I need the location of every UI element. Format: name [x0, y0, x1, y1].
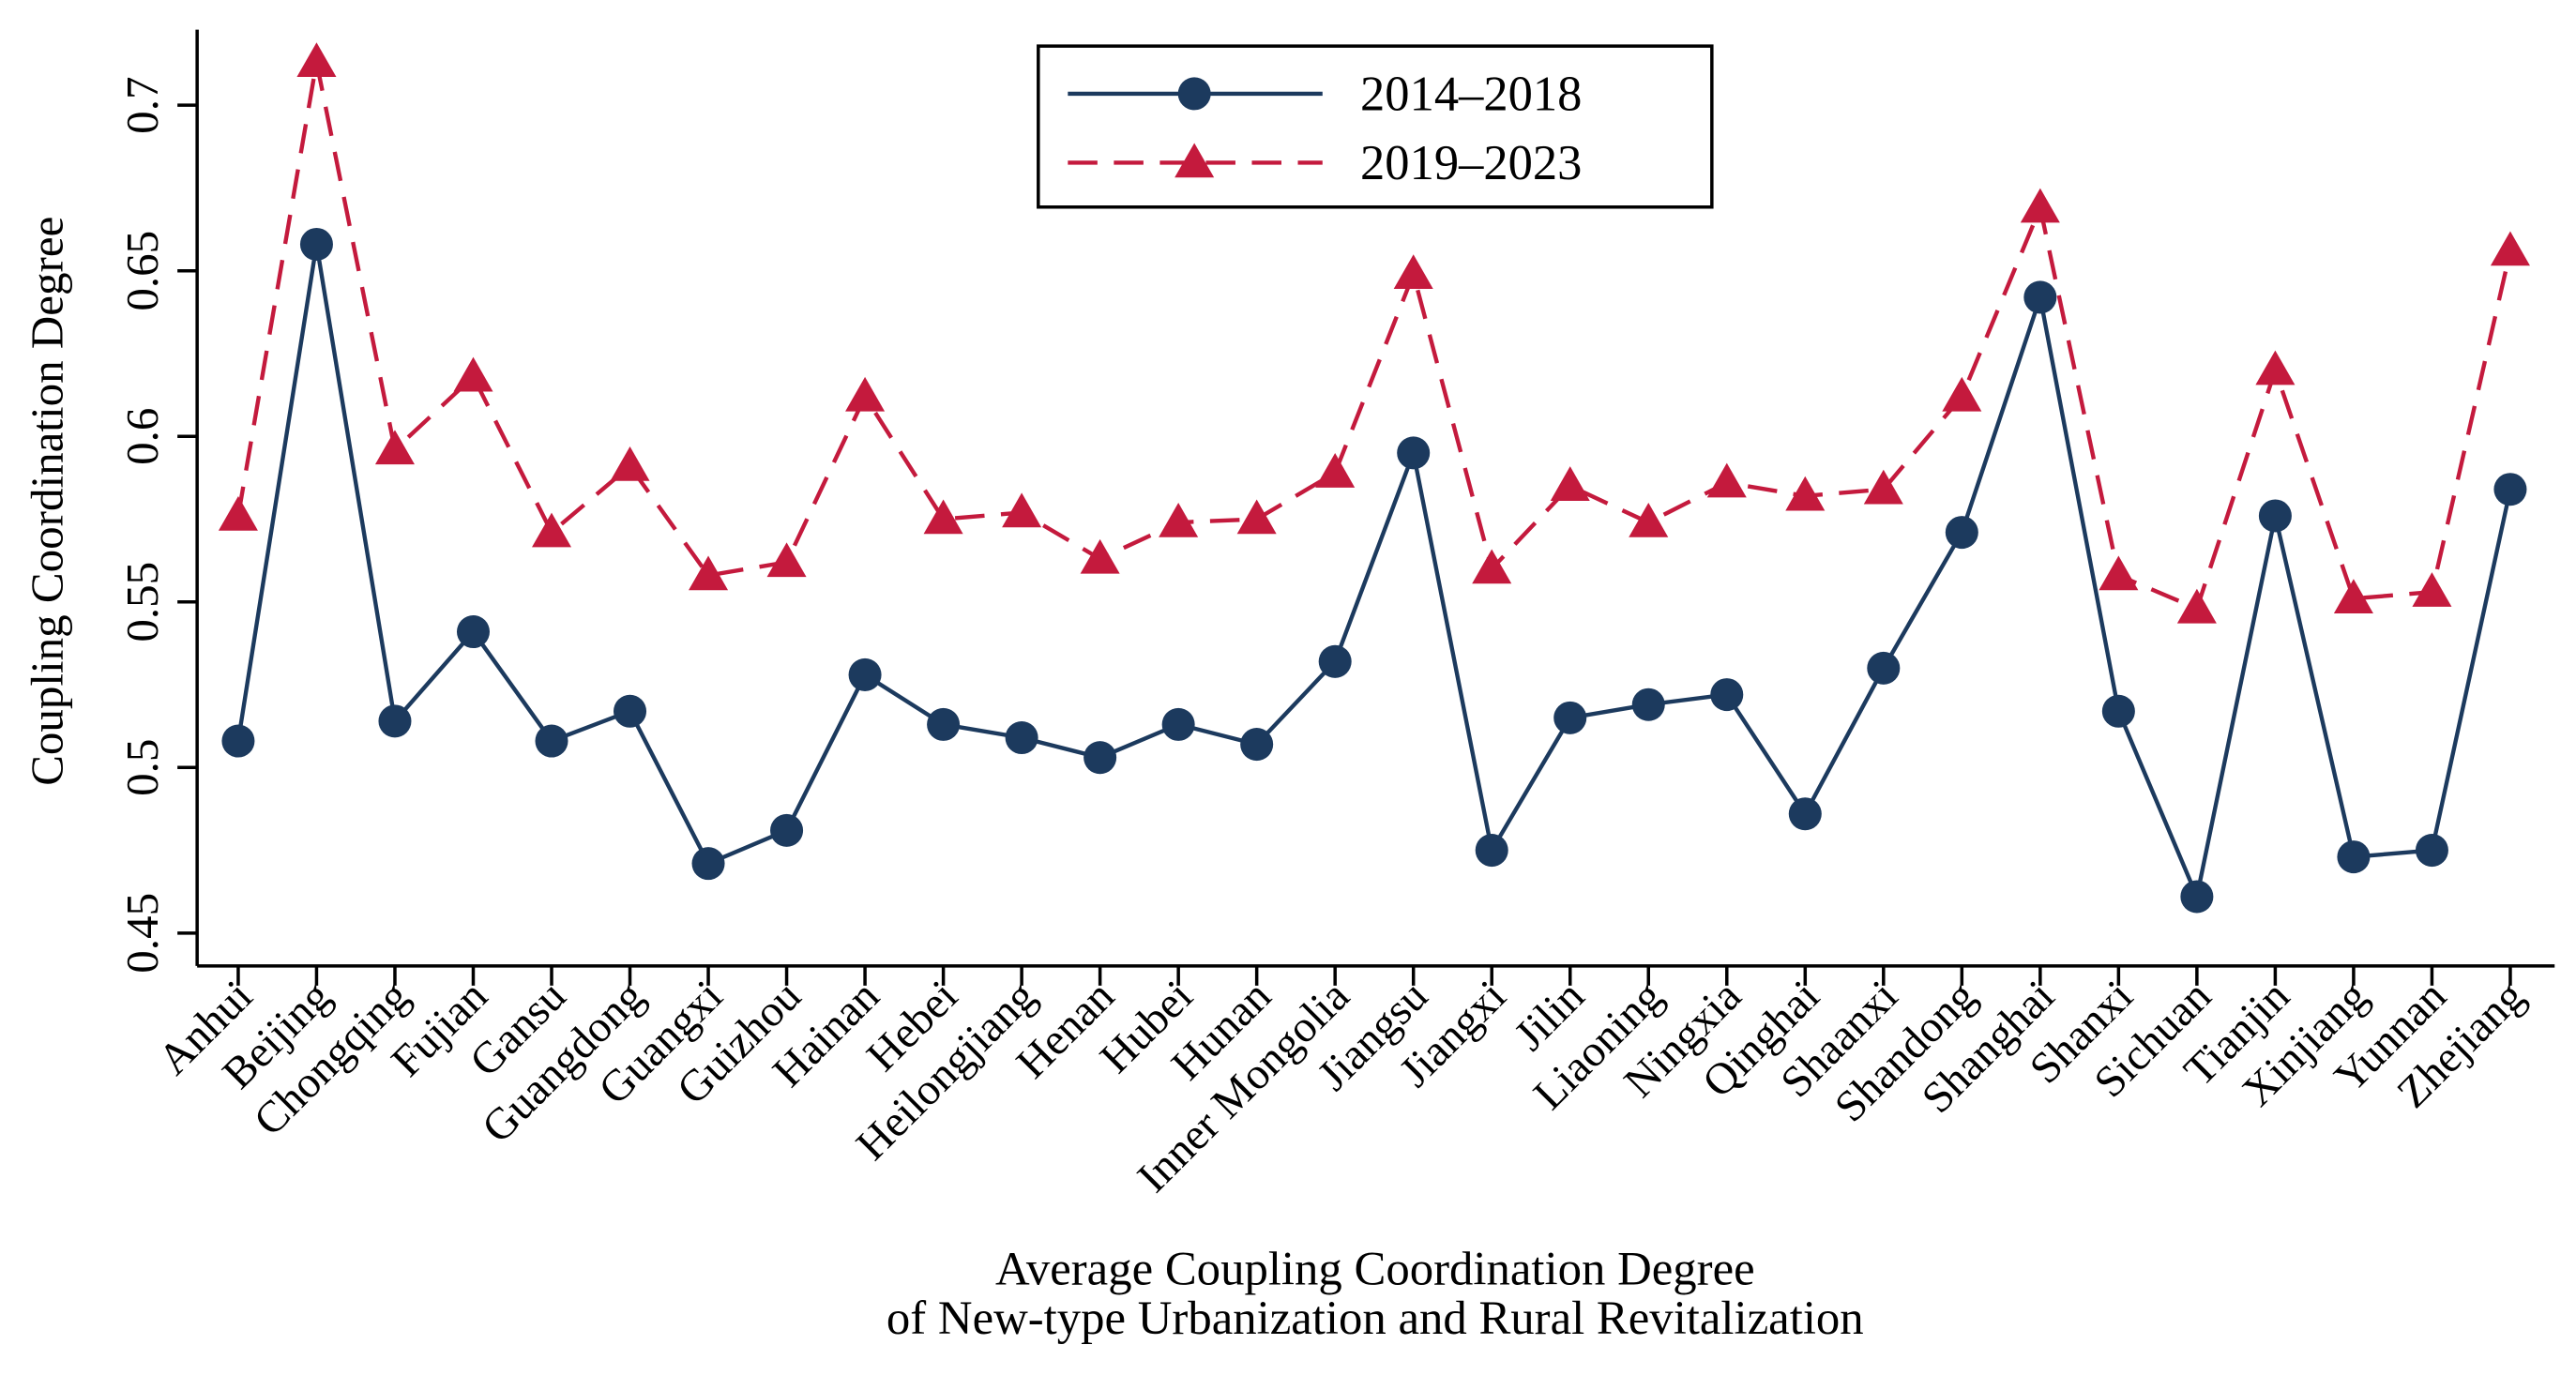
data-point-qinghai — [1788, 797, 1822, 831]
data-point-shandong — [1942, 376, 1982, 412]
y-tick-label: 0.5 — [116, 739, 168, 796]
data-point-jiangsu — [1397, 436, 1431, 470]
x-ticks: AnhuiBeijingChongqingFujianGansuGuangdon… — [149, 965, 2534, 1201]
data-point-ningxia — [1706, 462, 1747, 498]
data-point-henan — [1083, 741, 1117, 775]
data-point-shanghai — [2020, 188, 2060, 223]
data-point-xinjiang — [2337, 840, 2371, 874]
data-point-ningxia — [1710, 678, 1744, 712]
data-point-guangxi — [689, 555, 729, 591]
data-point-zhejiang — [2493, 473, 2527, 506]
data-point-chongqing — [374, 430, 415, 465]
data-point-liaoning — [1629, 503, 1669, 537]
data-point-hebei — [923, 499, 963, 535]
y-axis-title: Coupling Coordination Degree — [22, 217, 73, 786]
axes — [195, 29, 2555, 968]
data-point-jiangxi — [1472, 549, 1512, 584]
series-line — [235, 244, 2513, 904]
data-point-qinghai — [1785, 476, 1826, 511]
data-point-hubei — [1161, 707, 1195, 741]
legend-marker-circle-icon — [1177, 77, 1211, 111]
series-1 — [221, 227, 2527, 914]
y-ticks: 0.45 0.5 0.55 0.6 0.65 0.7 — [116, 77, 198, 974]
series-group — [218, 42, 2530, 914]
data-point-hunan — [1236, 499, 1277, 535]
data-point-shanxi — [2099, 555, 2139, 591]
data-point-guizhou — [766, 542, 807, 578]
data-point-jiangsu — [1393, 254, 1433, 289]
legend-marker-triangle-icon — [1174, 143, 1215, 178]
data-point-yunnan — [2412, 572, 2452, 607]
y-tick-label: 0.55 — [116, 562, 168, 642]
data-point-beijing — [299, 227, 333, 261]
data-point-heilongjiang — [1002, 492, 1042, 528]
data-point-anhui — [218, 495, 258, 531]
data-point-tianjin — [2255, 350, 2296, 385]
legend: 2014–2018 2019–2023 — [1037, 44, 1714, 209]
data-point-liaoning — [1631, 688, 1665, 721]
y-tick-label: 0.7 — [116, 77, 168, 134]
data-point-fujian — [456, 615, 491, 649]
data-point-shaanxi — [1867, 651, 1901, 685]
data-point-fujian — [453, 356, 493, 392]
data-point-xinjiang — [2333, 579, 2373, 613]
data-point-heilongjiang — [1005, 720, 1038, 755]
series-2 — [218, 42, 2530, 624]
y-tick-label: 0.6 — [116, 408, 168, 465]
data-point-guangdong — [614, 694, 647, 728]
data-point-hunan — [1240, 728, 1274, 762]
data-point-gansu — [535, 724, 568, 758]
data-point-hebei — [927, 707, 961, 741]
data-point-guizhou — [770, 813, 804, 847]
data-point-shandong — [1945, 516, 1978, 550]
data-point-sichuan — [2180, 880, 2214, 914]
data-point-shanxi — [2101, 694, 2135, 728]
data-point-sichuan — [2176, 588, 2217, 624]
data-point-jilin — [1550, 466, 1590, 501]
data-point-guangxi — [691, 847, 725, 881]
data-point-inner-mongolia — [1315, 453, 1356, 488]
data-point-hubei — [1159, 503, 1199, 537]
data-point-jiangxi — [1475, 834, 1508, 868]
data-point-inner-mongolia — [1318, 644, 1352, 678]
data-point-anhui — [221, 724, 255, 758]
data-point-hainan — [848, 657, 882, 691]
y-tick-label: 0.45 — [116, 893, 168, 974]
data-point-gansu — [531, 512, 572, 548]
data-point-guangdong — [610, 446, 650, 481]
legend-label: 2019–2023 — [1360, 136, 1582, 190]
data-point-henan — [1080, 538, 1120, 574]
data-point-zhejiang — [2490, 231, 2530, 266]
data-point-beijing — [296, 42, 337, 78]
data-point-hainan — [845, 376, 886, 412]
y-tick-label: 0.65 — [116, 231, 168, 311]
x-axis-title-line-2: of New-type Urbanization and Rural Revit… — [886, 1292, 1864, 1344]
data-point-chongqing — [378, 704, 412, 738]
legend-label: 2014–2018 — [1360, 67, 1582, 121]
data-point-jilin — [1553, 701, 1587, 734]
data-point-tianjin — [2258, 499, 2292, 533]
x-axis-title-line-1: Average Coupling Coordination Degree — [995, 1243, 1755, 1295]
legend-box — [1037, 44, 1714, 209]
data-point-shaanxi — [1863, 469, 1903, 505]
data-point-shanghai — [2023, 280, 2057, 314]
data-point-yunnan — [2415, 834, 2448, 868]
